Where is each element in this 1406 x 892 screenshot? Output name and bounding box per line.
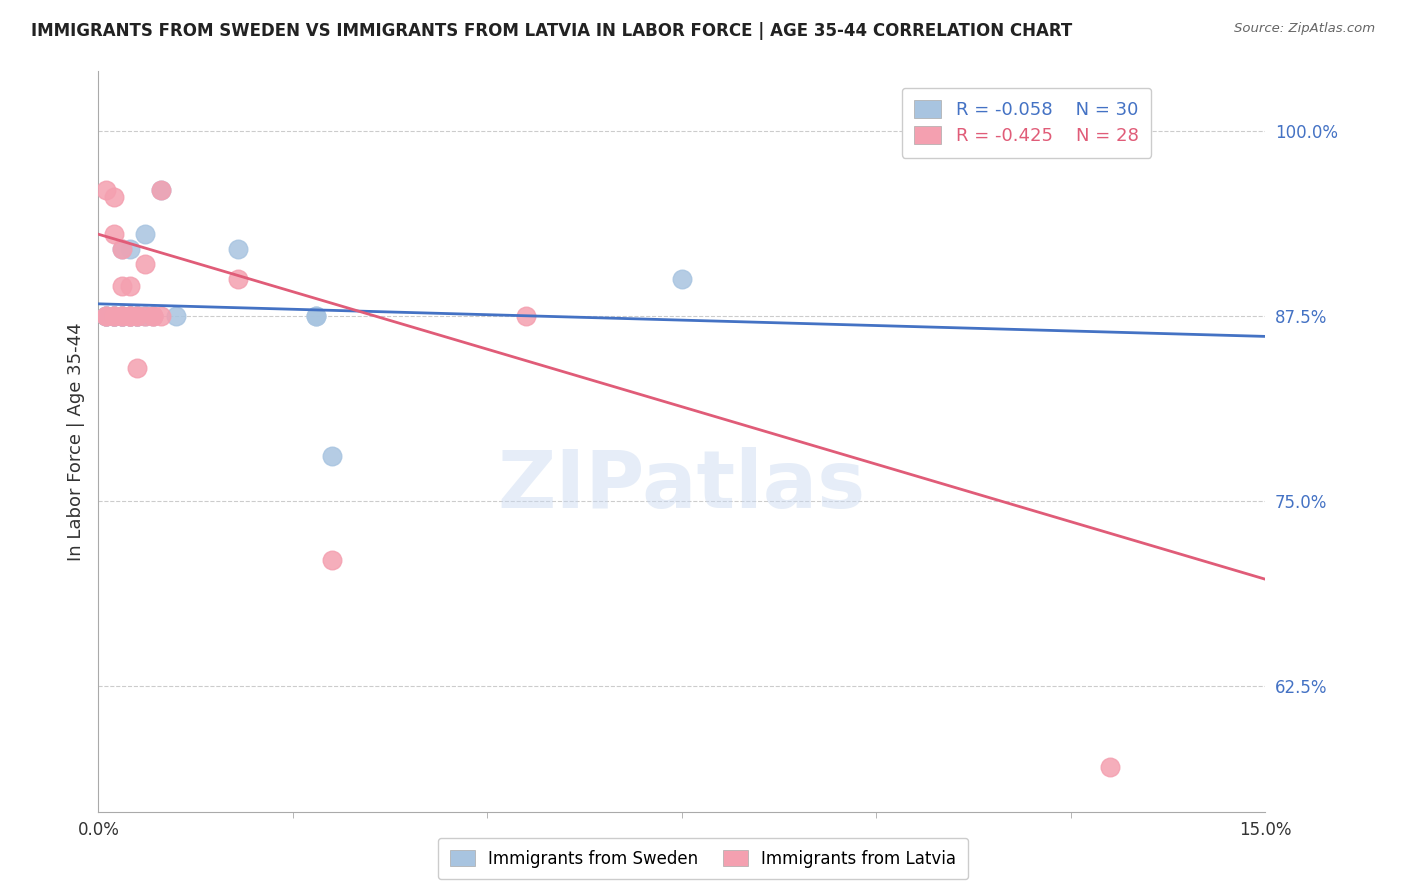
Point <box>149 309 172 323</box>
Point <box>118 309 141 323</box>
Point <box>671 271 693 285</box>
Point <box>96 309 118 323</box>
Point <box>127 309 149 323</box>
Point <box>305 309 328 323</box>
Point <box>165 309 187 323</box>
Point <box>111 309 134 323</box>
Point <box>149 183 172 197</box>
Point <box>96 309 118 323</box>
Point <box>321 553 343 567</box>
Point <box>228 271 250 285</box>
Point <box>103 309 125 323</box>
Point <box>103 309 125 323</box>
Point <box>134 227 156 242</box>
Text: ZIPatlas: ZIPatlas <box>498 447 866 525</box>
Point <box>103 309 125 323</box>
Point <box>96 309 118 323</box>
Point <box>111 309 134 323</box>
Text: IMMIGRANTS FROM SWEDEN VS IMMIGRANTS FROM LATVIA IN LABOR FORCE | AGE 35-44 CORR: IMMIGRANTS FROM SWEDEN VS IMMIGRANTS FRO… <box>31 22 1073 40</box>
Point <box>96 309 118 323</box>
Point <box>103 309 125 323</box>
Point <box>321 450 343 464</box>
Point <box>118 242 141 256</box>
Point <box>142 309 165 323</box>
Point <box>127 309 149 323</box>
Legend: Immigrants from Sweden, Immigrants from Latvia: Immigrants from Sweden, Immigrants from … <box>437 838 969 880</box>
Point <box>118 309 141 323</box>
Point <box>127 309 149 323</box>
Point <box>111 242 134 256</box>
Point <box>118 309 141 323</box>
Point <box>142 309 165 323</box>
Point <box>103 309 125 323</box>
Point <box>134 309 156 323</box>
Text: Source: ZipAtlas.com: Source: ZipAtlas.com <box>1234 22 1375 36</box>
Point <box>118 309 141 323</box>
Point <box>134 309 156 323</box>
Point <box>96 309 118 323</box>
Point <box>111 309 134 323</box>
Point <box>111 309 134 323</box>
Legend: R = -0.058    N = 30, R = -0.425    N = 28: R = -0.058 N = 30, R = -0.425 N = 28 <box>901 87 1152 158</box>
Point <box>111 309 134 323</box>
Point <box>127 309 149 323</box>
Point <box>103 227 125 242</box>
Point <box>134 257 156 271</box>
Point <box>111 242 134 256</box>
Point <box>515 309 537 323</box>
Point <box>111 309 134 323</box>
Point <box>127 360 149 375</box>
Point <box>127 309 149 323</box>
Point <box>103 190 125 204</box>
Point <box>103 309 125 323</box>
Point <box>142 309 165 323</box>
Point <box>118 309 141 323</box>
Point <box>228 242 250 256</box>
Point <box>111 279 134 293</box>
Point <box>118 309 141 323</box>
Point <box>149 183 172 197</box>
Y-axis label: In Labor Force | Age 35-44: In Labor Force | Age 35-44 <box>66 322 84 561</box>
Point <box>1098 760 1121 774</box>
Point <box>118 279 141 293</box>
Point <box>305 309 328 323</box>
Point <box>96 183 118 197</box>
Point <box>671 863 693 878</box>
